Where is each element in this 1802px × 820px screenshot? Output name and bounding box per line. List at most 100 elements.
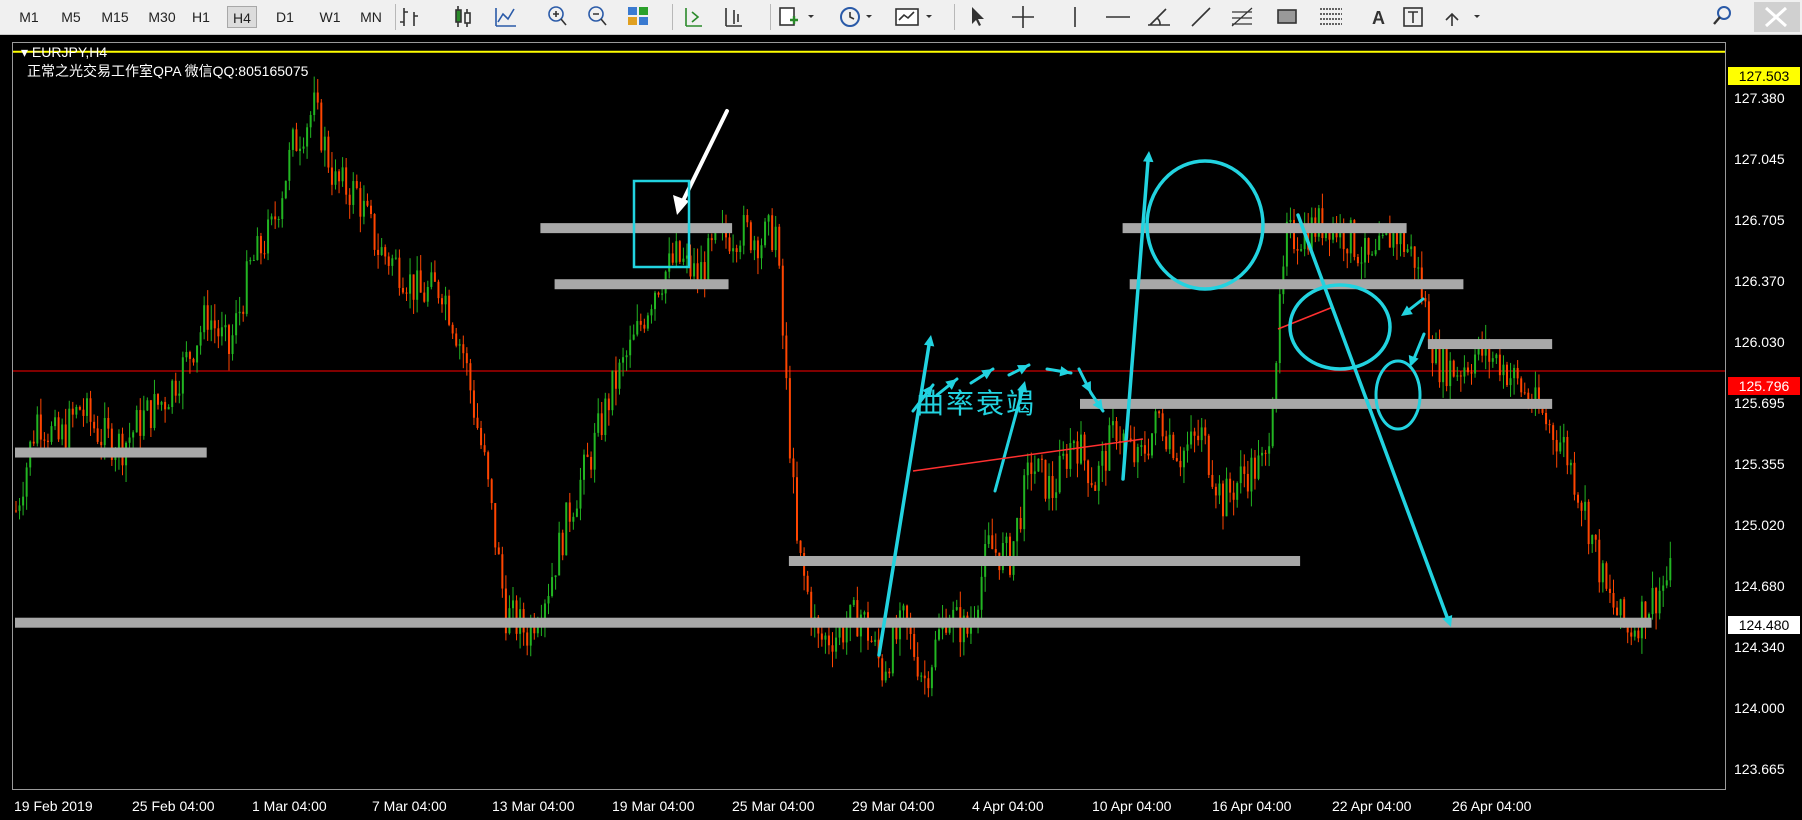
candle-body (1534, 387, 1537, 408)
candle-body (1616, 607, 1619, 616)
candle-body (561, 532, 564, 556)
templates-icon[interactable] (895, 8, 932, 26)
candle-body (639, 321, 642, 325)
candle-body (284, 180, 287, 199)
zoom-out-icon[interactable] (588, 6, 607, 26)
candle-body (64, 424, 67, 448)
chart-window[interactable]: ▾ EURJPY,H4 正常之光交易工作室QPA 微信QQ:805165075 (12, 42, 1726, 790)
candle-body (366, 200, 369, 206)
tile-windows-icon[interactable] (628, 7, 648, 25)
candle-body (110, 428, 113, 460)
candle-body (1143, 445, 1146, 454)
retest-arrowhead (1401, 305, 1413, 316)
timeframe-m5[interactable]: M5 (61, 9, 81, 25)
timeframe-m30[interactable]: M30 (148, 9, 176, 25)
zoom-in-icon[interactable] (548, 6, 567, 26)
candle-body (1023, 475, 1026, 530)
candle-body (149, 400, 152, 428)
candle-body (1545, 412, 1548, 425)
candle-body (1214, 486, 1217, 496)
price-chart[interactable] (13, 43, 1726, 790)
candle-body (1232, 492, 1235, 500)
text-icon[interactable]: A (1372, 8, 1385, 28)
candle-body (902, 605, 905, 611)
crosshair-icon[interactable] (1012, 6, 1034, 28)
close-icon[interactable] (1754, 2, 1800, 32)
text-label-icon[interactable] (1403, 7, 1423, 27)
candle-body (423, 292, 426, 302)
candle-body (82, 409, 85, 416)
timeframe-d1[interactable]: D1 (276, 9, 294, 25)
candle-body (267, 219, 270, 254)
timeframe-w1[interactable]: W1 (319, 9, 341, 25)
candle-body (1136, 446, 1139, 463)
fibonacci-icon[interactable] (1231, 7, 1253, 27)
candle-body (1161, 413, 1164, 437)
candle-body (1349, 220, 1352, 254)
candle-body (469, 363, 472, 391)
arrows-icon[interactable] (1445, 12, 1480, 26)
candle-body (1097, 465, 1100, 491)
candle-body (93, 421, 96, 429)
search-icon[interactable] (1713, 6, 1731, 25)
candle-body (277, 219, 280, 221)
candle-body (568, 502, 571, 522)
candle-body (693, 263, 696, 277)
candle-body (1509, 378, 1512, 386)
time-tick-label: 25 Feb 04:00 (132, 798, 215, 814)
candle-body (863, 612, 866, 615)
candle-body (927, 678, 930, 689)
candle-body (295, 129, 298, 152)
timeframe-h1[interactable]: H1 (192, 9, 210, 25)
candle-body (228, 325, 230, 355)
chart-shift-icon[interactable] (725, 8, 742, 27)
candle-body (1197, 435, 1200, 441)
bar-chart-icon[interactable] (400, 8, 418, 26)
candle-body (1445, 346, 1448, 387)
timeframe-h4[interactable]: H4 (227, 6, 257, 28)
candle-body (1072, 441, 1075, 444)
candle-body (245, 261, 248, 314)
candle-body (1452, 360, 1455, 377)
candle-body (1594, 535, 1597, 540)
trendline-angle-icon[interactable] (1148, 8, 1170, 26)
candle-body (586, 454, 589, 457)
period-icon[interactable] (840, 7, 872, 27)
toolbar-separator (395, 4, 396, 30)
candle-body (1630, 632, 1633, 637)
price-tick-label: 127.380 (1734, 90, 1785, 106)
candle-body (739, 245, 742, 253)
candle-body (714, 228, 717, 241)
support-resistance-level (1129, 279, 1464, 290)
candle-body (547, 595, 550, 604)
candle-body (1605, 563, 1608, 589)
candle-body (1356, 256, 1359, 264)
timeframe-m1[interactable]: M1 (19, 9, 39, 25)
cursor-icon[interactable] (972, 7, 984, 26)
candle-body (355, 181, 358, 189)
candle-body (274, 216, 277, 220)
trendline-icon[interactable] (1191, 7, 1211, 27)
candle-body (923, 675, 926, 679)
candle-body (1342, 224, 1345, 250)
candlestick-icon[interactable] (455, 6, 471, 27)
candle-body (575, 508, 578, 517)
timeframe-mn[interactable]: MN (360, 9, 382, 25)
candle-body (419, 270, 422, 293)
candle-body (1111, 421, 1114, 426)
candle-body (938, 629, 940, 640)
toolbar-separator (672, 4, 673, 30)
candle-body (1261, 452, 1264, 456)
rectangle-icon[interactable] (1277, 9, 1297, 24)
symbol-text: EURJPY,H4 (31, 44, 108, 60)
auto-scroll-icon[interactable] (685, 8, 702, 27)
candle-body (1417, 267, 1420, 269)
line-chart-icon[interactable] (495, 8, 516, 27)
fibo-fan-icon[interactable] (1320, 8, 1342, 25)
candle-body (1016, 518, 1019, 542)
candle-body (930, 667, 933, 689)
timeframe-m15[interactable]: M15 (101, 9, 129, 25)
new-order-icon[interactable] (779, 7, 814, 26)
time-tick-label: 13 Mar 04:00 (492, 798, 575, 814)
candle-body (888, 671, 891, 674)
